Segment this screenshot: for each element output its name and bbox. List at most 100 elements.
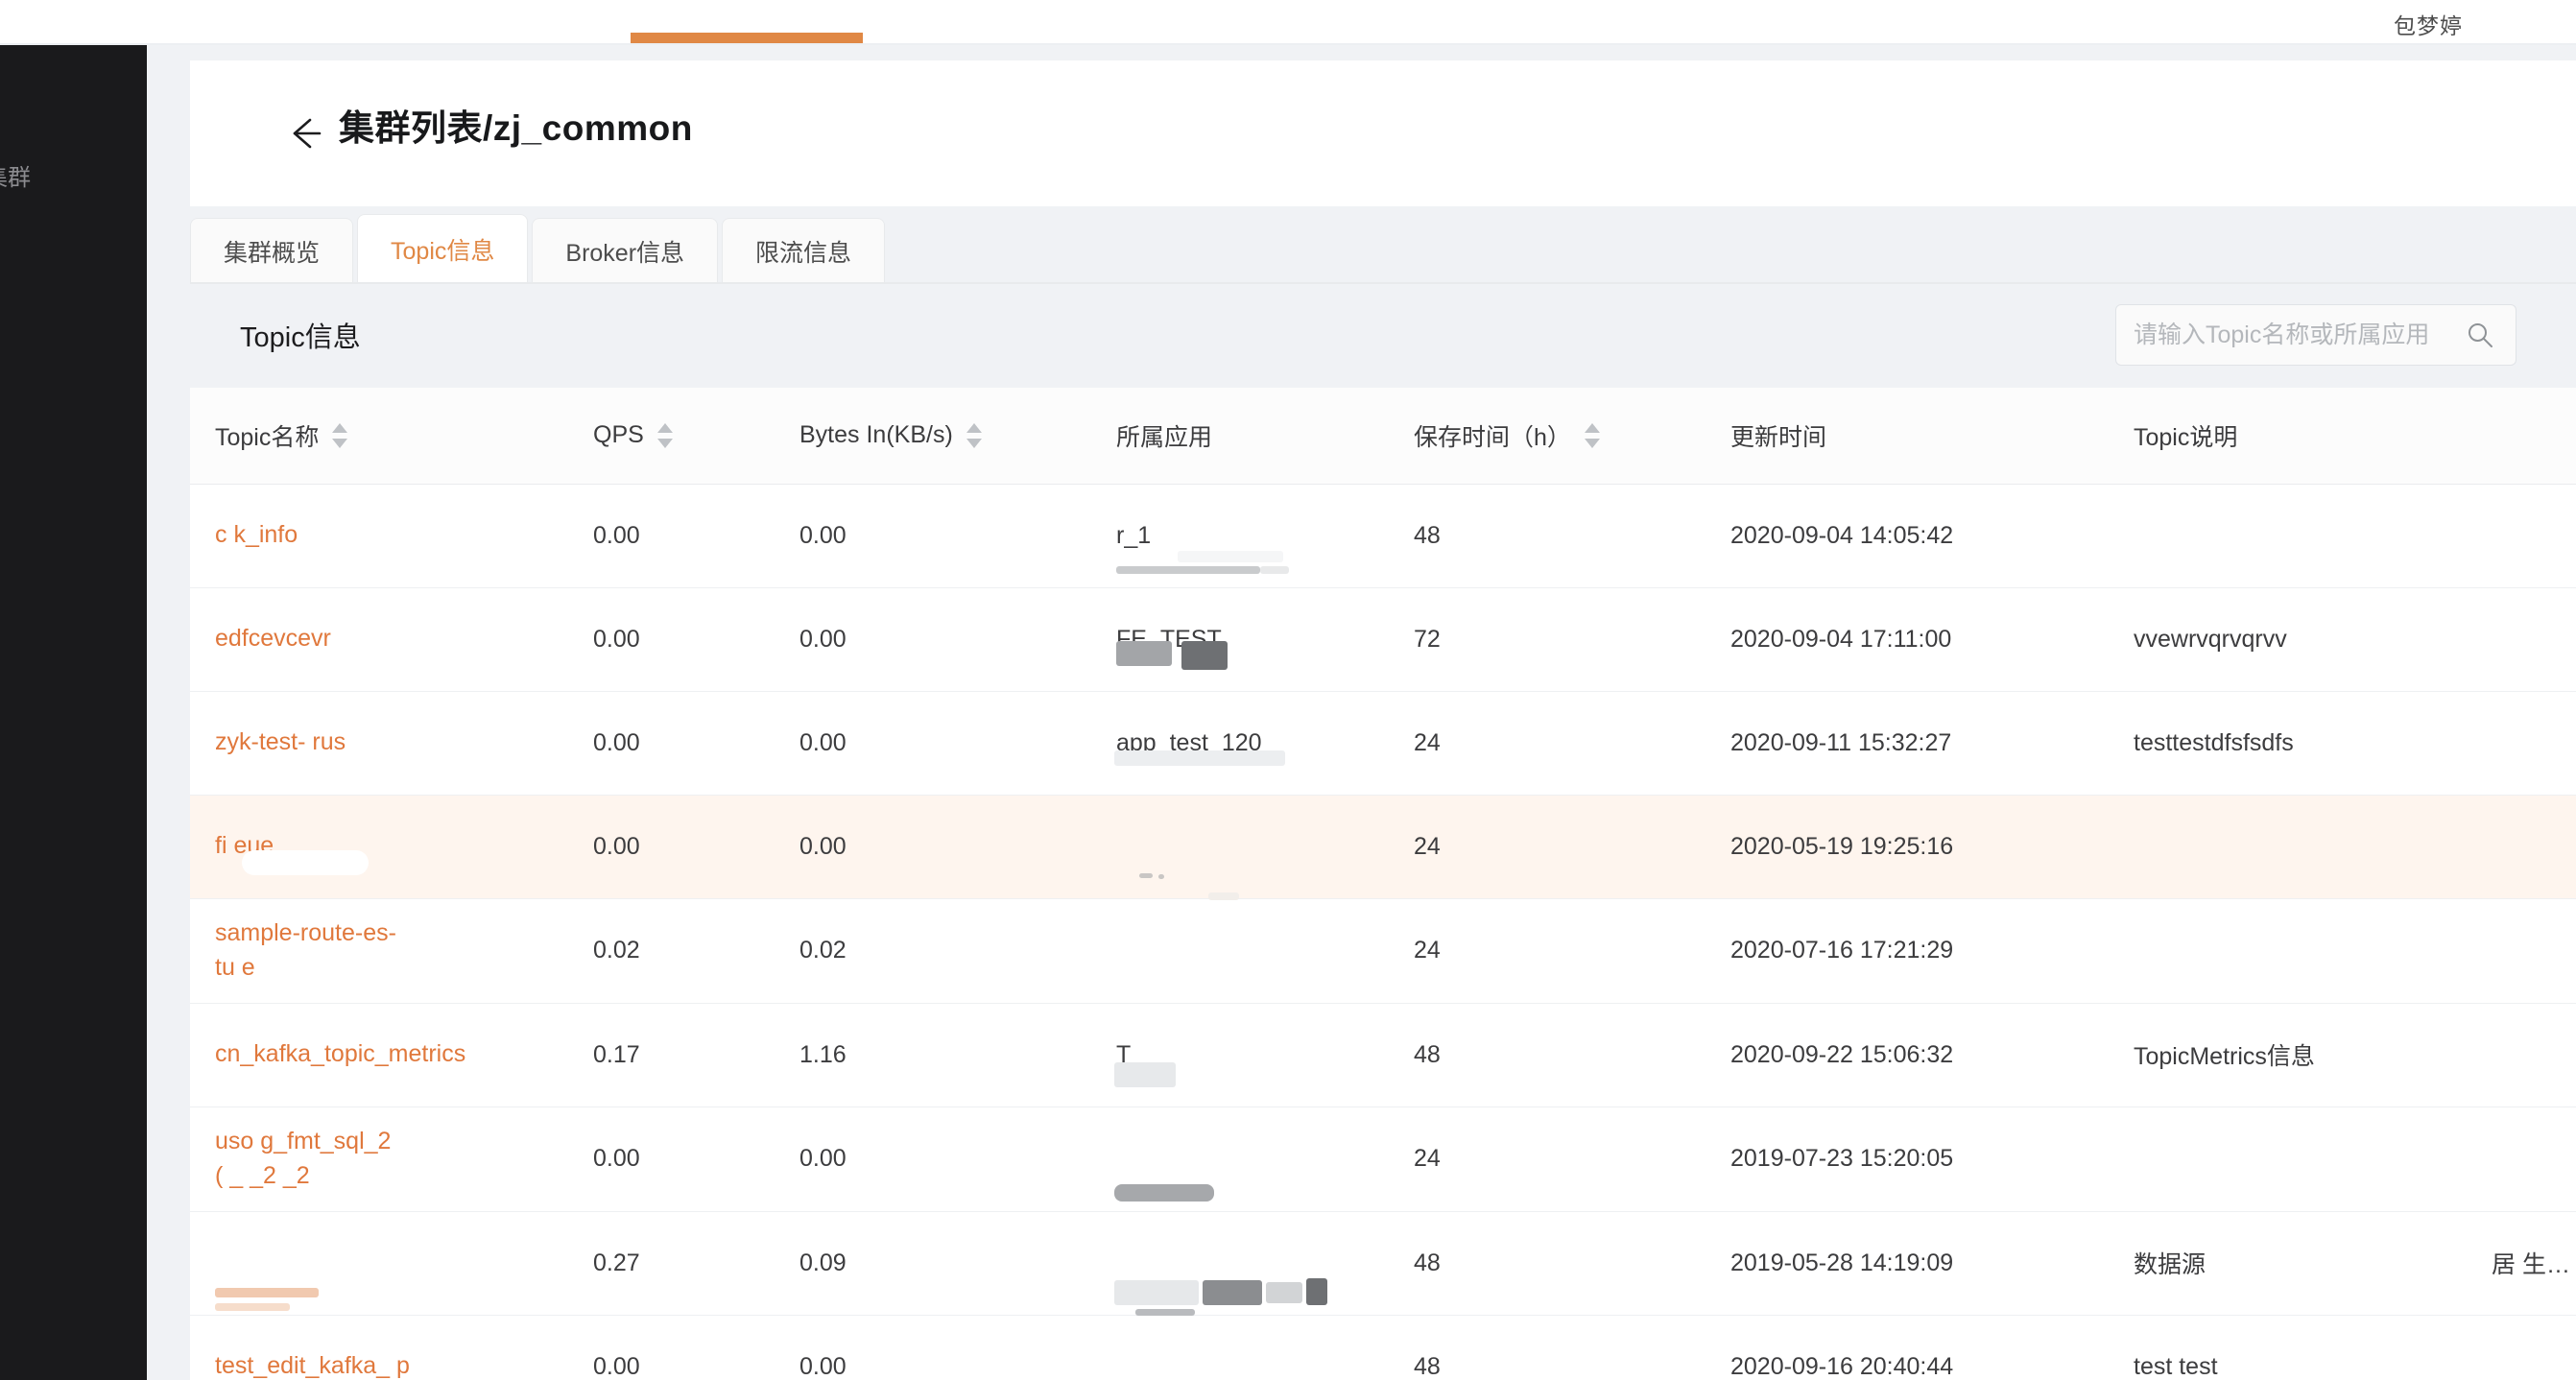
sort-toggle-qps[interactable] [656, 422, 673, 448]
topic-link[interactable]: test_edit_kafka_ p [215, 1352, 410, 1380]
cell-topic-desc: 数据源 居 生… [2134, 1211, 2576, 1316]
cell-application-label: r_1 [1116, 521, 1152, 549]
cell-topic-desc [2134, 1106, 2576, 1212]
cell-update-time: 2020-05-19 19:25:16 [1730, 795, 2134, 899]
cell-bytes-in: 0.00 [799, 1315, 1116, 1380]
redaction-mask [1114, 1280, 1199, 1305]
cell-bytes-in: 0.00 [799, 587, 1116, 692]
redaction-mask [1116, 565, 1260, 574]
cell-application-label: T [1116, 1040, 1132, 1068]
page-header-card: 集群列表/zj_common [190, 60, 2576, 206]
table-row[interactable]: 0.27 0.09 48 [190, 1211, 2576, 1316]
table-row[interactable]: c k_info 0.00 0.00 r_1 [190, 484, 2576, 588]
cell-bytes-in: 0.02 [799, 898, 1116, 1004]
cell-retention: 48 [1414, 1211, 1730, 1316]
sort-toggle-retention[interactable] [1584, 422, 1600, 448]
cell-qps: 0.17 [593, 1003, 799, 1107]
user-name-label[interactable]: 包梦婷 [2394, 13, 2463, 38]
redaction-mask [1203, 1280, 1262, 1305]
cell-retention: 24 [1414, 795, 1730, 899]
cell-topic-name[interactable]: test_edit_kafka_ p [190, 1315, 593, 1380]
cell-qps: 0.00 [593, 587, 799, 692]
cell-qps: 0.27 [593, 1211, 799, 1316]
cell-topic-name[interactable]: fi eue [190, 795, 593, 899]
topic-link[interactable]: c k_info [215, 521, 298, 549]
arrow-left-icon[interactable] [281, 110, 327, 156]
cell-update-time: 2020-07-16 17:21:29 [1730, 898, 2134, 1004]
table-row[interactable]: edfcevcevr 0.00 0.00 FE_TEST 72 2 [190, 587, 2576, 692]
main-content: 集群列表/zj_common 集群概览 Topic信息 Broker信息 限流信… [147, 43, 2576, 1380]
cell-topic-name[interactable]: zyk-test- rus [190, 691, 593, 796]
col-header-update-time: 更新时间 [1730, 388, 2134, 485]
topic-link[interactable]: edfcevcevr [215, 625, 331, 653]
table-row[interactable]: test_edit_kafka_ p 0.00 0.00 [190, 1315, 2576, 1380]
table-row[interactable]: zyk-test- rus 0.00 0.00 app_test_120 24 … [190, 691, 2576, 796]
col-header-retention-hours-label: 保存时间（h） [1414, 423, 1571, 451]
cell-bytes-in: 0.00 [799, 1106, 1116, 1212]
col-header-bytes-in[interactable]: Bytes In(KB/s) [799, 388, 1116, 485]
cell-topic-desc: TopicMetrics信息 [2134, 1003, 2576, 1107]
cell-topic-desc: test test [2134, 1315, 2576, 1380]
table-row[interactable]: sample-route-es- tu e 0.02 0.02 24 2020-… [190, 898, 2576, 1004]
sort-toggle-topic-name[interactable] [332, 422, 348, 448]
page-title: 集群列表/zj_common [339, 108, 693, 148]
cell-topic-name[interactable]: edfcevcevr [190, 587, 593, 692]
cell-topic-desc [2134, 898, 2576, 1004]
table-row[interactable]: uso g_fmt_sql_2 ( _ _2 _2 0.00 0.00 24 [190, 1106, 2576, 1212]
col-header-topic-name[interactable]: Topic名称 [190, 388, 593, 485]
cell-qps: 0.00 [593, 1315, 799, 1380]
col-header-qps[interactable]: QPS [593, 388, 799, 485]
cell-bytes-in: 0.09 [799, 1211, 1116, 1316]
table-row[interactable]: fi eue 0.00 0.00 [190, 795, 2576, 900]
sort-toggle-bytes-in[interactable] [966, 422, 982, 448]
search-input[interactable] [2116, 305, 2457, 365]
topic-table: Topic名称 QPS Bytes In(K [190, 388, 2576, 1380]
col-header-update-time-label: 更新时间 [1730, 423, 1827, 451]
left-sidebar: 集群 [0, 43, 147, 1380]
cell-application-label: FE_TEST [1116, 625, 1222, 653]
cell-topic-name[interactable] [190, 1211, 593, 1316]
table-header-row: Topic名称 QPS Bytes In(K [190, 388, 2576, 485]
topic-link[interactable]: fi eue [215, 832, 274, 860]
cell-topic-desc-label: 数据源 [2134, 1251, 2206, 1278]
cell-retention: 72 [1414, 587, 1730, 692]
tab-cluster-overview[interactable]: 集群概览 [190, 218, 354, 283]
cell-topic-name[interactable]: sample-route-es- tu e [190, 898, 593, 1004]
redaction-mask [1114, 1183, 1214, 1202]
cell-topic-desc [2134, 795, 2576, 899]
card-title: Topic信息 [240, 322, 361, 353]
tab-broker-info[interactable]: Broker信息 [532, 218, 719, 283]
cell-qps: 0.00 [593, 795, 799, 899]
cell-application-label: app_test_120 [1116, 728, 1262, 756]
cell-application [1116, 898, 1414, 1004]
search-icon[interactable] [2466, 321, 2494, 349]
topic-link[interactable]: cn_kafka_topic_metrics [215, 1040, 466, 1068]
col-header-bytes-in-label: Bytes In(KB/s) [799, 421, 953, 449]
cell-retention: 24 [1414, 691, 1730, 796]
redaction-mask [1266, 1282, 1302, 1303]
cell-application: FE_TEST [1116, 587, 1414, 692]
search-box[interactable] [2115, 304, 2516, 366]
cell-topic-desc-truncated: 居 生… [2492, 1251, 2570, 1278]
cell-topic-name[interactable]: c k_info [190, 484, 593, 588]
cell-topic-name[interactable]: cn_kafka_topic_metrics [190, 1003, 593, 1107]
topic-link[interactable]: sample-route-es- tu e [215, 919, 396, 981]
table-body: c k_info 0.00 0.00 r_1 [190, 484, 2576, 1380]
tab-throttle-info[interactable]: 限流信息 [722, 218, 886, 283]
col-header-retention-hours[interactable]: 保存时间（h） [1414, 388, 1730, 485]
topic-link[interactable]: uso g_fmt_sql_2 ( _ _2 _2 [215, 1128, 392, 1189]
table-row[interactable]: cn_kafka_topic_metrics 0.17 1.16 T 48 20 [190, 1003, 2576, 1107]
cell-topic-name[interactable]: uso g_fmt_sql_2 ( _ _2 _2 [190, 1106, 593, 1212]
cell-topic-desc: testtestdfsfsdfs [2134, 691, 2576, 796]
topic-link[interactable]: zyk-test- rus [215, 728, 346, 756]
tab-topic-info[interactable]: Topic信息 [357, 214, 529, 283]
cell-application [1114, 1211, 1414, 1316]
cell-topic-desc: vvewrvqrvqrvv [2134, 587, 2576, 692]
cell-retention: 24 [1414, 1106, 1730, 1212]
redaction-mask [215, 1303, 290, 1311]
table-head: Topic名称 QPS Bytes In(K [190, 388, 2576, 485]
cell-bytes-in: 0.00 [799, 795, 1116, 899]
redaction-mask [1178, 550, 1283, 562]
sidebar-item-cluster[interactable]: 集群 [0, 165, 31, 191]
